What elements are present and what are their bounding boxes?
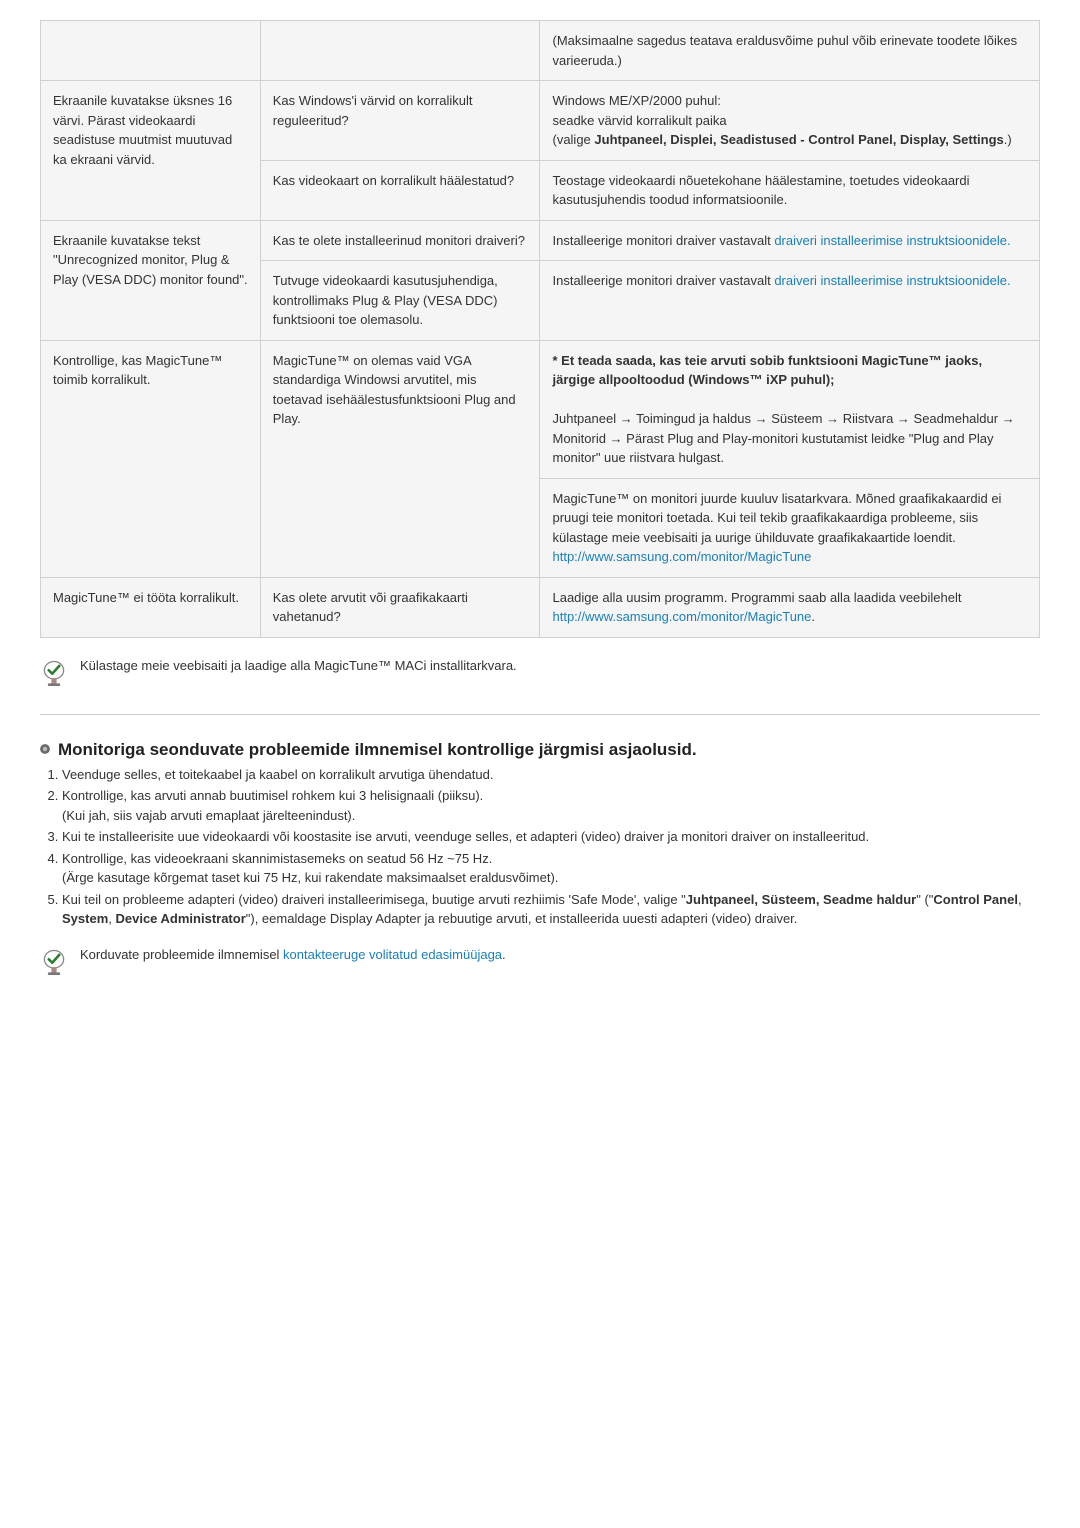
note-contact: Korduvate probleemide ilmnemisel kontakt… <box>40 947 1040 975</box>
table-cell: Laadige alla uusim programm. Programmi s… <box>540 577 1040 637</box>
section-list: Veenduge selles, et toitekaabel ja kaabe… <box>62 765 1040 929</box>
table-cell: Kas olete arvutit või graafikakaarti vah… <box>260 577 540 637</box>
note-magictune-mac: Külastage meie veebisaiti ja laadige all… <box>40 658 1040 686</box>
table-cell: * Et teada saada, kas teie arvuti sobib … <box>540 340 1040 478</box>
table-cell: Ekraanile kuvatakse üksnes 16 värvi. Pär… <box>41 81 261 221</box>
list-item: Kontrollige, kas videoekraani skannimist… <box>62 849 1040 888</box>
list-item: Kui teil on probleeme adapteri (video) d… <box>62 890 1040 929</box>
table-cell: (Maksimaalne sagedus teatava eraldusvõim… <box>540 21 1040 81</box>
table-cell: Kas videokaart on korralikult häälestatu… <box>260 160 540 220</box>
table-cell: MagicTune™ on olemas vaid VGA standardig… <box>260 340 540 577</box>
table-cell: Ekraanile kuvatakse tekst "Unrecognized … <box>41 220 261 340</box>
table-cell: Windows ME/XP/2000 puhul:seadke värvid k… <box>540 81 1040 161</box>
table-cell: Kas Windows'i värvid on korralikult regu… <box>260 81 540 161</box>
section-header: Monitoriga seonduvate probleemide ilmnem… <box>40 739 1040 761</box>
table-cell: Kas te olete installeerinud monitori dra… <box>260 220 540 261</box>
check-icon <box>40 658 68 686</box>
table-cell: Teostage videokaardi nõuetekohane hääles… <box>540 160 1040 220</box>
troubleshooting-table: (Maksimaalne sagedus teatava eraldusvõim… <box>40 20 1040 638</box>
section-title: Monitoriga seonduvate probleemide ilmnem… <box>58 739 697 761</box>
list-item: Veenduge selles, et toitekaabel ja kaabe… <box>62 765 1040 785</box>
table-cell <box>41 21 261 81</box>
note-text: Korduvate probleemide ilmnemisel kontakt… <box>80 947 506 962</box>
table-cell: Installeerige monitori draiver vastavalt… <box>540 261 1040 341</box>
list-item: Kui te installeerisite uue videokaardi v… <box>62 827 1040 847</box>
divider <box>40 714 1040 715</box>
bullet-icon <box>40 744 50 754</box>
table-cell: Kontrollige, kas MagicTune™ toimib korra… <box>41 340 261 577</box>
table-cell: Tutvuge videokaardi kasutusjuhendiga, ko… <box>260 261 540 341</box>
table-cell: Installeerige monitori draiver vastavalt… <box>540 220 1040 261</box>
table-cell: MagicTune™ on monitori juurde kuuluv lis… <box>540 478 1040 577</box>
table-cell <box>260 21 540 81</box>
list-item: Kontrollige, kas arvuti annab buutimisel… <box>62 786 1040 825</box>
check-icon <box>40 947 68 975</box>
note-text: Külastage meie veebisaiti ja laadige all… <box>80 658 517 673</box>
table-cell: MagicTune™ ei tööta korralikult. <box>41 577 261 637</box>
